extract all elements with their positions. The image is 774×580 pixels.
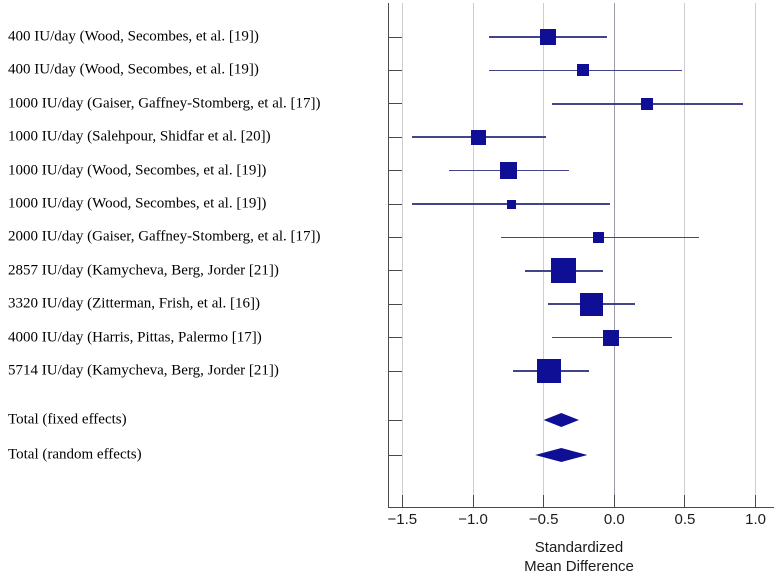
study-label: 400 IU/day (Wood, Secombes, et al. [19]) — [8, 28, 259, 45]
y-axis-tick — [389, 370, 402, 372]
effect-marker — [603, 329, 620, 346]
gridline — [755, 3, 757, 507]
gridline — [543, 3, 545, 507]
study-label: 400 IU/day (Wood, Secombes, et al. [19]) — [8, 61, 259, 78]
x-axis-tick — [401, 495, 403, 507]
y-axis-tick — [389, 36, 402, 38]
study-label: 2857 IU/day (Kamycheva, Berg, Jorder [21… — [8, 262, 279, 279]
study-label: 1000 IU/day (Wood, Secombes, et al. [19]… — [8, 162, 267, 179]
study-label: 2000 IU/day (Gaiser, Gaffney-Stomberg, e… — [8, 228, 321, 245]
x-axis-tick — [684, 495, 686, 507]
x-tick-label: −0.5 — [528, 511, 559, 528]
study-label: 5714 IU/day (Kamycheva, Berg, Jorder [21… — [8, 362, 279, 379]
study-label: 1000 IU/day (Gaiser, Gaffney-Stomberg, e… — [8, 95, 321, 112]
x-axis-title-line1: Standardized — [534, 539, 624, 556]
total-label: Total (random effects) — [8, 446, 142, 463]
effect-marker — [471, 129, 487, 145]
total-diamond — [543, 413, 579, 427]
gridline — [684, 3, 686, 507]
x-axis-tick — [613, 495, 615, 507]
total-label: Total (fixed effects) — [8, 411, 127, 428]
y-axis-tick — [389, 270, 402, 272]
effect-marker — [537, 359, 562, 383]
gridline — [472, 3, 474, 507]
y-axis-tick — [389, 203, 402, 205]
effect-marker — [577, 64, 590, 77]
effect-marker — [593, 231, 605, 243]
x-axis-title-line2: Mean Difference — [524, 558, 634, 575]
x-axis-line — [388, 507, 774, 508]
study-label: 1000 IU/day (Salehpour, Shidfar et al. [… — [8, 128, 271, 145]
x-tick-label: 0.0 — [603, 511, 625, 528]
gridline-zero — [613, 3, 615, 507]
study-label: 1000 IU/day (Wood, Secombes, et al. [19]… — [8, 195, 267, 212]
x-axis-tick — [543, 495, 545, 507]
y-axis-tick — [389, 103, 402, 105]
study-label: 4000 IU/day (Harris, Pittas, Palermo [17… — [8, 329, 262, 346]
y-axis-tick — [389, 454, 402, 456]
y-axis-tick — [389, 69, 402, 71]
y-axis-tick — [389, 337, 402, 339]
effect-marker — [499, 162, 517, 180]
x-tick-label: −1.5 — [387, 511, 418, 528]
y-axis-tick — [389, 136, 402, 138]
y-axis-tick — [389, 303, 402, 305]
y-axis-line — [388, 3, 389, 507]
x-axis-title: Standardized Mean Difference — [388, 538, 770, 576]
x-tick-label: −1.0 — [458, 511, 488, 528]
effect-marker — [580, 292, 604, 316]
x-axis-tick — [472, 495, 474, 507]
x-tick-label: 0.5 — [674, 511, 696, 528]
gridline — [401, 3, 403, 507]
x-axis-tick — [755, 495, 757, 507]
effect-marker — [506, 199, 516, 209]
study-label: 3320 IU/day (Zitterman, Frish, et al. [1… — [8, 295, 261, 312]
y-axis-tick — [389, 419, 402, 421]
effect-marker — [550, 258, 576, 284]
effect-marker — [640, 97, 653, 110]
effect-marker — [539, 29, 556, 45]
x-tick-label: 1.0 — [745, 511, 767, 528]
y-axis-tick — [389, 236, 402, 238]
y-axis-tick — [389, 170, 402, 172]
total-diamond — [535, 448, 588, 462]
